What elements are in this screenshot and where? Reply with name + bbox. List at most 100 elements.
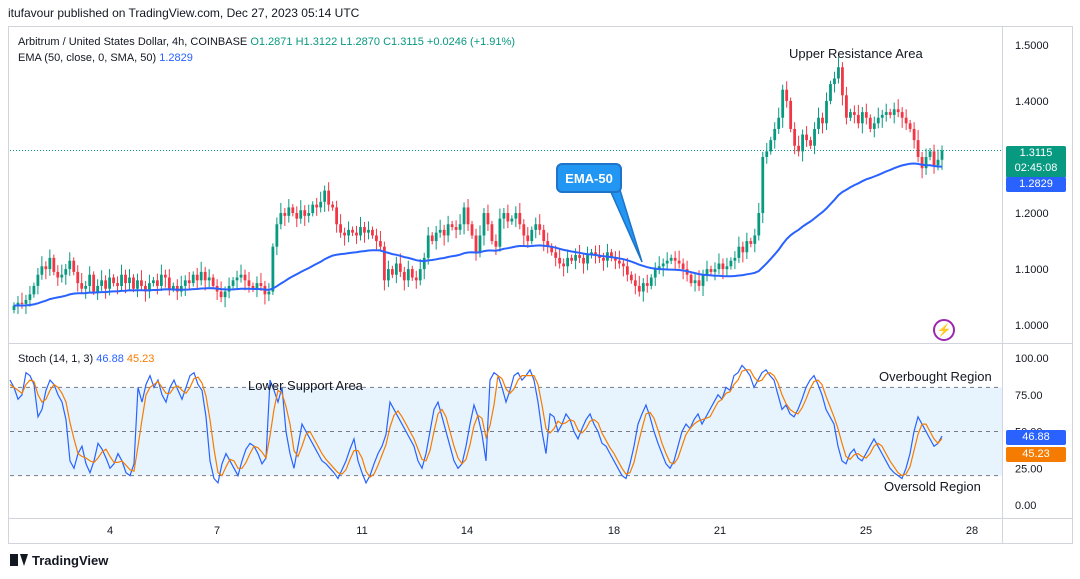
candle-body — [534, 224, 538, 230]
candle-body — [637, 285, 641, 292]
main-legend: Arbitrum / United States Dollar, 4h, COI… — [18, 36, 515, 48]
candle-body — [211, 277, 215, 286]
candle-body — [355, 232, 358, 236]
candle-body — [753, 235, 757, 244]
candle-body — [920, 156, 924, 169]
candle-body — [610, 252, 613, 258]
lightning-icon[interactable]: ⚡ — [933, 319, 955, 341]
candle-body — [845, 95, 848, 118]
candle-body — [275, 224, 279, 247]
candle-body — [530, 229, 534, 242]
candle-body — [64, 269, 68, 275]
candle-body — [490, 224, 494, 242]
candle-body — [307, 213, 311, 216]
candle-body — [279, 213, 283, 225]
ema-legend[interactable]: EMA (50, close, 0, SMA, 50) 1.2829 — [18, 52, 193, 64]
legend-high: H1.3122 — [295, 36, 338, 48]
candle-body — [793, 128, 797, 146]
candle-body — [60, 274, 64, 278]
candle-body — [761, 156, 765, 214]
candle-body — [486, 213, 490, 225]
ema50-callout[interactable]: EMA-50 — [556, 163, 622, 193]
candle-body — [335, 207, 339, 225]
candle-body — [884, 112, 888, 115]
stoch-legend[interactable]: Stoch (14, 1, 3) 46.88 45.23 — [18, 353, 154, 365]
candle-body — [187, 280, 191, 284]
candle-body — [239, 274, 243, 278]
stoch-k-value: 46.88 — [96, 353, 124, 365]
candle-body — [12, 305, 16, 311]
candle-body — [152, 280, 155, 284]
chart-frame[interactable] — [8, 26, 1073, 544]
symbol-title[interactable]: Arbitrum / United States Dollar, 4h, COI… — [18, 36, 248, 48]
candle-body — [709, 269, 713, 272]
candle-body — [653, 269, 657, 278]
candle-body — [311, 204, 315, 214]
candle-body — [757, 213, 761, 236]
candle-body — [908, 123, 912, 129]
candle-body — [406, 269, 410, 281]
candle-body — [526, 235, 530, 242]
candle-body — [538, 224, 542, 230]
candle-body — [570, 257, 573, 261]
candle-body — [689, 274, 693, 284]
candle-body — [864, 112, 868, 118]
candle-body — [805, 134, 808, 141]
candle-body — [44, 266, 48, 270]
candle-body — [912, 128, 916, 141]
tradingview-logo[interactable]: TradingView — [10, 553, 108, 568]
candle-body — [291, 207, 295, 214]
candle-body — [191, 274, 195, 284]
time-tick-label: 7 — [214, 525, 220, 537]
candle-body — [92, 274, 96, 292]
candle-body — [72, 260, 76, 272]
candle-body — [617, 260, 621, 264]
candle-body — [554, 252, 558, 258]
candle-body — [259, 283, 263, 286]
candle-body — [171, 285, 175, 289]
upper-resistance-label: Upper Resistance Area — [789, 46, 923, 61]
candle-body — [781, 89, 785, 118]
legend-low: L1.2870 — [340, 36, 381, 48]
overbought-label: Overbought Region — [879, 369, 992, 384]
candle-body — [68, 260, 72, 270]
ema-legend-value: 1.2829 — [159, 52, 193, 64]
candle-body — [625, 266, 629, 275]
candle-body — [319, 201, 323, 208]
candle-body — [594, 252, 597, 256]
candle-body — [446, 224, 450, 236]
candle-body — [100, 280, 104, 286]
candle-body — [132, 277, 135, 289]
candle-body — [665, 260, 669, 264]
candle-body — [542, 229, 546, 242]
candle-body — [48, 257, 52, 270]
candle-body — [235, 277, 239, 281]
candle-body — [522, 224, 526, 236]
candle-body — [32, 285, 36, 295]
candle-body — [390, 269, 394, 275]
candle-body — [458, 224, 462, 230]
stoch-tick-label: 0.00 — [1015, 500, 1036, 512]
legend-change: +0.0246 (+1.91%) — [426, 36, 515, 48]
candle-body — [426, 235, 430, 258]
candle-body — [558, 257, 562, 264]
candle-body — [383, 246, 386, 281]
stoch-d-line — [9, 369, 943, 478]
candle-body — [331, 204, 335, 208]
candle-body — [729, 260, 733, 267]
time-tick-label: 4 — [107, 525, 113, 537]
candle-body — [28, 294, 32, 300]
candle-body — [916, 140, 920, 157]
candle-body — [797, 145, 801, 152]
candle-body — [76, 271, 80, 284]
candle-body — [120, 274, 123, 286]
candle-body — [195, 274, 199, 281]
stoch-d-value: 45.23 — [126, 353, 155, 365]
candle-body — [586, 255, 589, 264]
ema-price-tag: 1.2829 — [1006, 177, 1066, 192]
candle-body — [108, 277, 111, 289]
candle-body — [669, 257, 673, 261]
candle-body — [697, 280, 701, 286]
candle-body — [442, 229, 446, 236]
